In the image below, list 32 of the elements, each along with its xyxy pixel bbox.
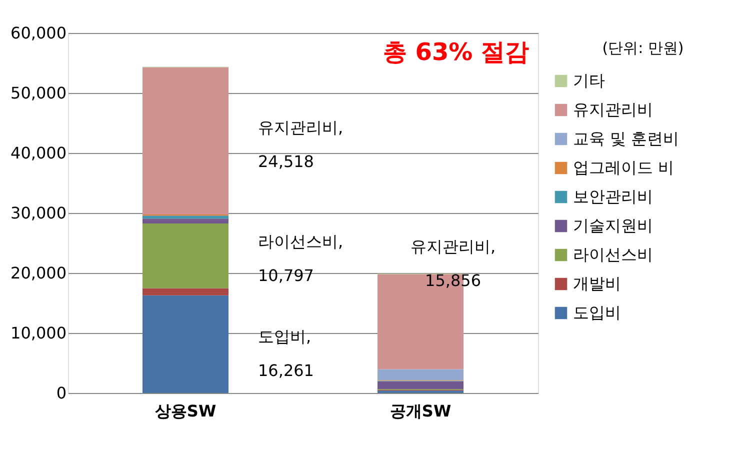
bar bbox=[142, 295, 228, 393]
legend-label: 업그레이드 비 bbox=[573, 158, 674, 177]
y-tick-label: 0 bbox=[56, 384, 66, 402]
annotation: 유지관리비, 24,518 bbox=[258, 118, 344, 171]
legend-label: 교육 및 훈련비 bbox=[573, 129, 680, 148]
annotation: 라이선스비, 10,797 bbox=[258, 232, 344, 285]
legend-label: 기타 bbox=[573, 71, 605, 90]
y-tick-label: 50,000 bbox=[10, 84, 66, 102]
y-tick-label: 30,000 bbox=[10, 204, 66, 222]
legend-label: 라이선스비 bbox=[573, 245, 653, 264]
annotation: 총 63% 절감 bbox=[382, 38, 530, 66]
annotation: 도입비, 16,261 bbox=[258, 327, 314, 380]
y-tick-label: 60,000 bbox=[10, 24, 66, 42]
bar bbox=[142, 223, 228, 288]
annotation: 유지관리비, 15,856 bbox=[410, 237, 496, 290]
x-tick-label: 공개SW bbox=[390, 402, 452, 420]
legend-label: 보안관리비 bbox=[573, 187, 653, 206]
bar bbox=[142, 216, 228, 219]
text: (단위: 만원) bbox=[602, 39, 684, 57]
legend-label: 유지관리비 bbox=[573, 100, 653, 119]
bar bbox=[378, 369, 464, 380]
legend-label: 기술지원비 bbox=[573, 216, 653, 235]
y-tick-label: 10,000 bbox=[10, 324, 66, 342]
bar bbox=[378, 381, 464, 390]
legend-label: 도입비 bbox=[573, 303, 621, 322]
bar bbox=[142, 288, 228, 296]
y-tick-label: 20,000 bbox=[10, 264, 66, 282]
bar bbox=[142, 218, 228, 224]
bar bbox=[142, 67, 228, 214]
legend-label: 개발비 bbox=[573, 274, 621, 293]
y-tick-label: 40,000 bbox=[10, 144, 66, 162]
x-tick-label: 상용SW bbox=[154, 402, 216, 420]
